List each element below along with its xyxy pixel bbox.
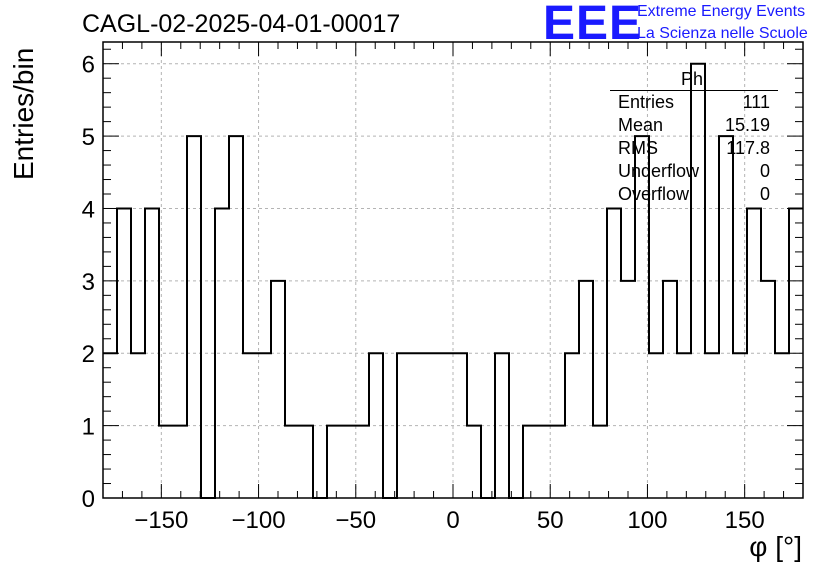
stats-row-entries: Entries 111	[618, 92, 770, 114]
y-tick-label: 2	[82, 341, 95, 368]
x-tick-label: −50	[335, 507, 376, 534]
histogram-line	[103, 62, 803, 499]
stats-box: Phi Entries 111 Mean 15.19 RMS 117.8 Und…	[610, 68, 778, 208]
x-tick-label: 0	[446, 507, 459, 534]
axis-ticks	[103, 42, 803, 499]
tick-labels: −150 −100 −50 0 50 100 150 0 1 2 3 4 5 6	[82, 52, 765, 534]
y-tick-label: 3	[82, 269, 95, 296]
stats-row-rms: RMS 117.8	[618, 138, 770, 160]
y-tick-label: 1	[82, 414, 95, 441]
logo-line-2: La Scienza nelle Scuole	[637, 25, 808, 42]
stats-value: 111	[742, 92, 770, 112]
y-tick-label: 6	[82, 52, 95, 79]
x-tick-label: −150	[134, 507, 188, 534]
stats-row-overflow: Overflow 0	[618, 184, 770, 206]
x-tick-label: 100	[627, 507, 667, 534]
stats-value: 117.8	[726, 138, 770, 158]
stats-value: 0	[759, 161, 770, 181]
logo-line-1: Extreme Energy Events	[637, 3, 806, 20]
y-tick-label: 0	[82, 486, 95, 513]
y-tick-label: 4	[82, 196, 95, 223]
eee-logo: EEE	[543, 0, 643, 50]
stats-label: Mean	[618, 115, 664, 135]
stats-row-mean: Mean 15.19	[618, 115, 770, 137]
x-tick-label: 50	[537, 507, 564, 534]
stats-divider	[610, 90, 778, 91]
stats-value: 0	[759, 184, 770, 204]
stats-label: Entries	[618, 92, 675, 112]
stats-label: Overflow	[618, 184, 690, 204]
x-tick-label: −100	[232, 507, 286, 534]
y-tick-label: 5	[82, 124, 95, 151]
x-axis-label: φ [°]	[749, 531, 802, 562]
stats-label: RMS	[618, 138, 658, 158]
y-axis-label: Entries/bin	[8, 47, 39, 180]
stats-label: Underflow	[618, 161, 700, 181]
histogram-series	[103, 62, 803, 499]
stats-title: Phi	[680, 69, 707, 89]
stats-value: 15.19	[724, 115, 770, 135]
chart-title: CAGL-02-2025-04-01-00017	[82, 10, 401, 38]
x-tick-label: 150	[725, 507, 765, 534]
stats-row-underflow: Underflow 0	[618, 161, 770, 183]
